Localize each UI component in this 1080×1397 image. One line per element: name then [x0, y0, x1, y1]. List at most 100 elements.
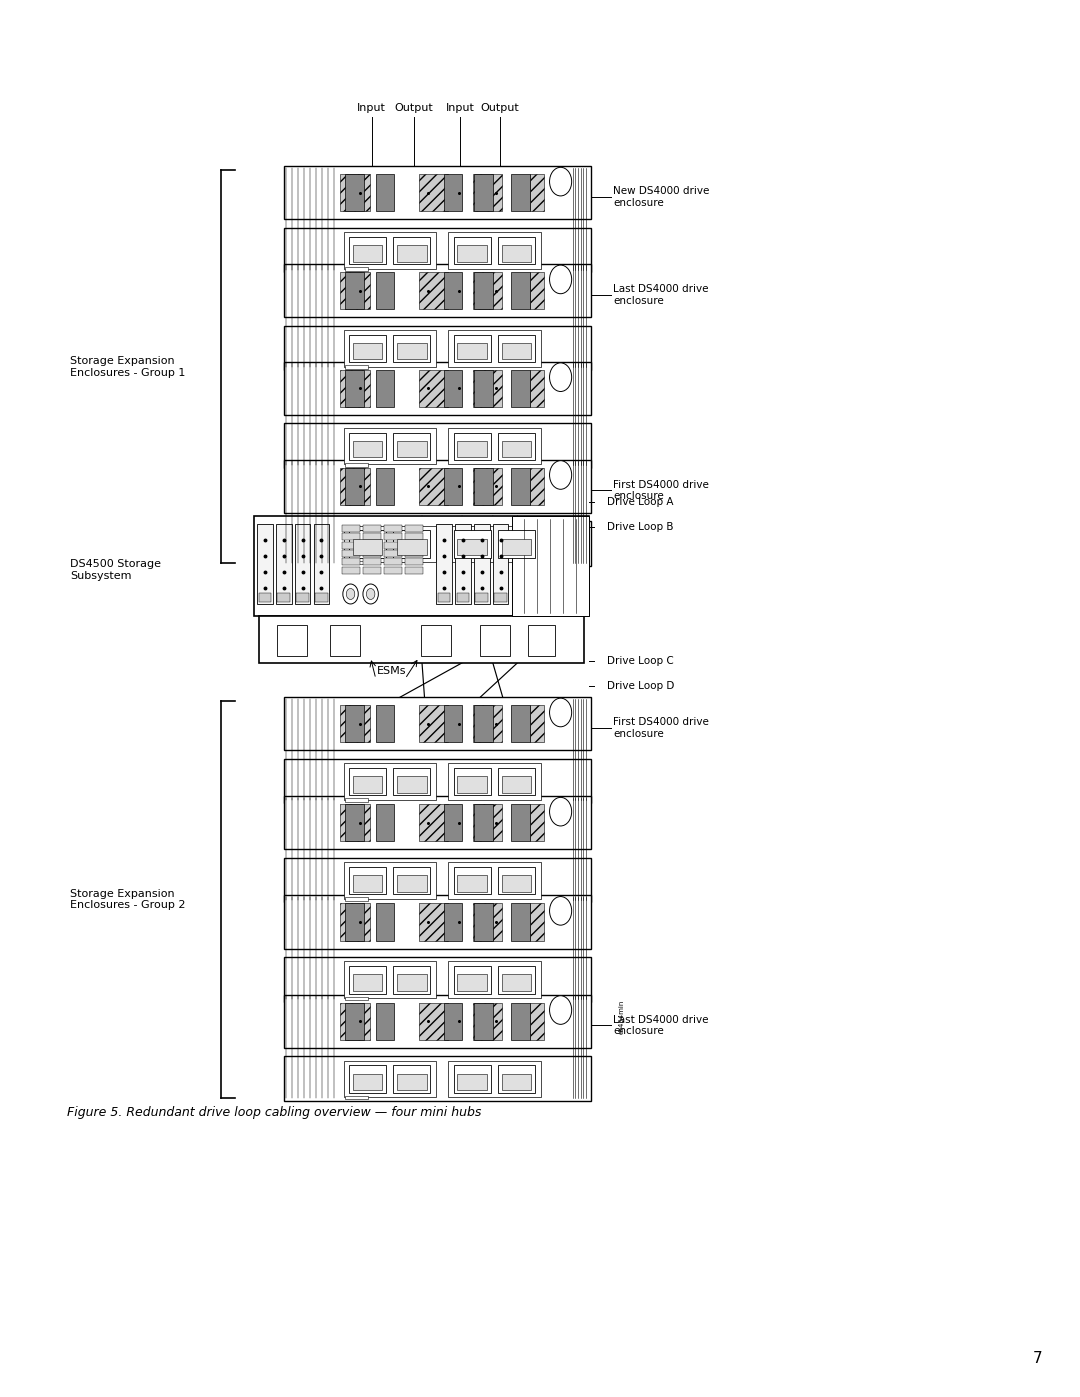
Bar: [457, 592, 469, 602]
Bar: [511, 904, 530, 940]
Bar: [363, 534, 381, 541]
Bar: [284, 759, 592, 803]
Bar: [421, 626, 451, 655]
Bar: [454, 531, 490, 557]
Bar: [530, 468, 543, 504]
Bar: [512, 517, 589, 616]
Bar: [474, 524, 489, 604]
Bar: [405, 559, 423, 566]
Bar: [502, 246, 531, 261]
Text: Drive Loop D: Drive Loop D: [607, 680, 674, 692]
Bar: [341, 567, 360, 574]
Bar: [511, 705, 530, 742]
Bar: [511, 272, 530, 309]
Bar: [284, 957, 592, 1002]
Text: First DS4000 drive
enclosure: First DS4000 drive enclosure: [613, 717, 708, 739]
Bar: [458, 876, 487, 891]
Bar: [341, 550, 360, 557]
Bar: [341, 525, 360, 532]
Bar: [376, 370, 394, 407]
Circle shape: [550, 461, 571, 489]
Text: 7: 7: [1032, 1351, 1042, 1366]
Bar: [473, 1003, 502, 1039]
Bar: [353, 1074, 382, 1090]
Bar: [458, 246, 487, 261]
Bar: [419, 175, 448, 211]
Bar: [458, 777, 487, 792]
Bar: [498, 768, 535, 795]
Bar: [473, 705, 502, 742]
Text: Output: Output: [481, 103, 519, 113]
Bar: [376, 805, 394, 841]
Bar: [448, 330, 540, 366]
Bar: [313, 524, 329, 604]
Bar: [502, 777, 531, 792]
Bar: [444, 705, 462, 742]
Bar: [383, 559, 403, 566]
Bar: [473, 468, 502, 504]
Bar: [454, 967, 490, 993]
Bar: [376, 175, 394, 211]
Text: Storage Expansion
Enclosures - Group 1: Storage Expansion Enclosures - Group 1: [70, 356, 186, 377]
Bar: [397, 246, 427, 261]
Bar: [353, 344, 382, 359]
Bar: [284, 895, 592, 949]
Bar: [284, 521, 592, 566]
Circle shape: [550, 996, 571, 1024]
Bar: [530, 175, 543, 211]
Bar: [393, 967, 430, 993]
Bar: [349, 237, 386, 264]
Bar: [343, 427, 436, 464]
Bar: [340, 904, 369, 940]
Bar: [343, 763, 436, 799]
Bar: [405, 542, 423, 549]
Bar: [393, 868, 430, 894]
Bar: [349, 1066, 386, 1092]
Bar: [383, 567, 403, 574]
Bar: [376, 705, 394, 742]
Bar: [495, 592, 507, 602]
Bar: [343, 862, 436, 898]
Bar: [448, 862, 540, 898]
Bar: [284, 264, 592, 317]
Bar: [393, 335, 430, 362]
Bar: [444, 904, 462, 940]
Bar: [498, 335, 535, 362]
Bar: [393, 237, 430, 264]
Bar: [343, 232, 436, 268]
Bar: [474, 175, 492, 211]
Bar: [444, 805, 462, 841]
Bar: [455, 524, 471, 604]
Bar: [397, 344, 427, 359]
Bar: [353, 246, 382, 261]
Bar: [353, 876, 382, 891]
Bar: [284, 166, 592, 219]
Bar: [511, 370, 530, 407]
Bar: [284, 362, 592, 415]
Bar: [419, 805, 448, 841]
Text: ESMs: ESMs: [377, 666, 407, 676]
Bar: [502, 539, 531, 555]
Circle shape: [550, 265, 571, 293]
Bar: [454, 768, 490, 795]
Bar: [444, 468, 462, 504]
Bar: [376, 272, 394, 309]
Bar: [296, 592, 309, 602]
Bar: [383, 534, 403, 541]
Bar: [511, 805, 530, 841]
Bar: [346, 560, 368, 564]
Bar: [502, 1074, 531, 1090]
Bar: [284, 995, 592, 1048]
Bar: [444, 1003, 462, 1039]
Bar: [444, 175, 462, 211]
Text: Figure 5. Redundant drive loop cabling overview — four mini hubs: Figure 5. Redundant drive loop cabling o…: [67, 1106, 482, 1119]
Bar: [349, 967, 386, 993]
Bar: [284, 326, 592, 370]
Circle shape: [550, 897, 571, 925]
Bar: [346, 272, 364, 309]
Bar: [341, 559, 360, 566]
Bar: [530, 904, 543, 940]
Bar: [343, 330, 436, 366]
Bar: [315, 592, 327, 602]
Bar: [448, 232, 540, 268]
